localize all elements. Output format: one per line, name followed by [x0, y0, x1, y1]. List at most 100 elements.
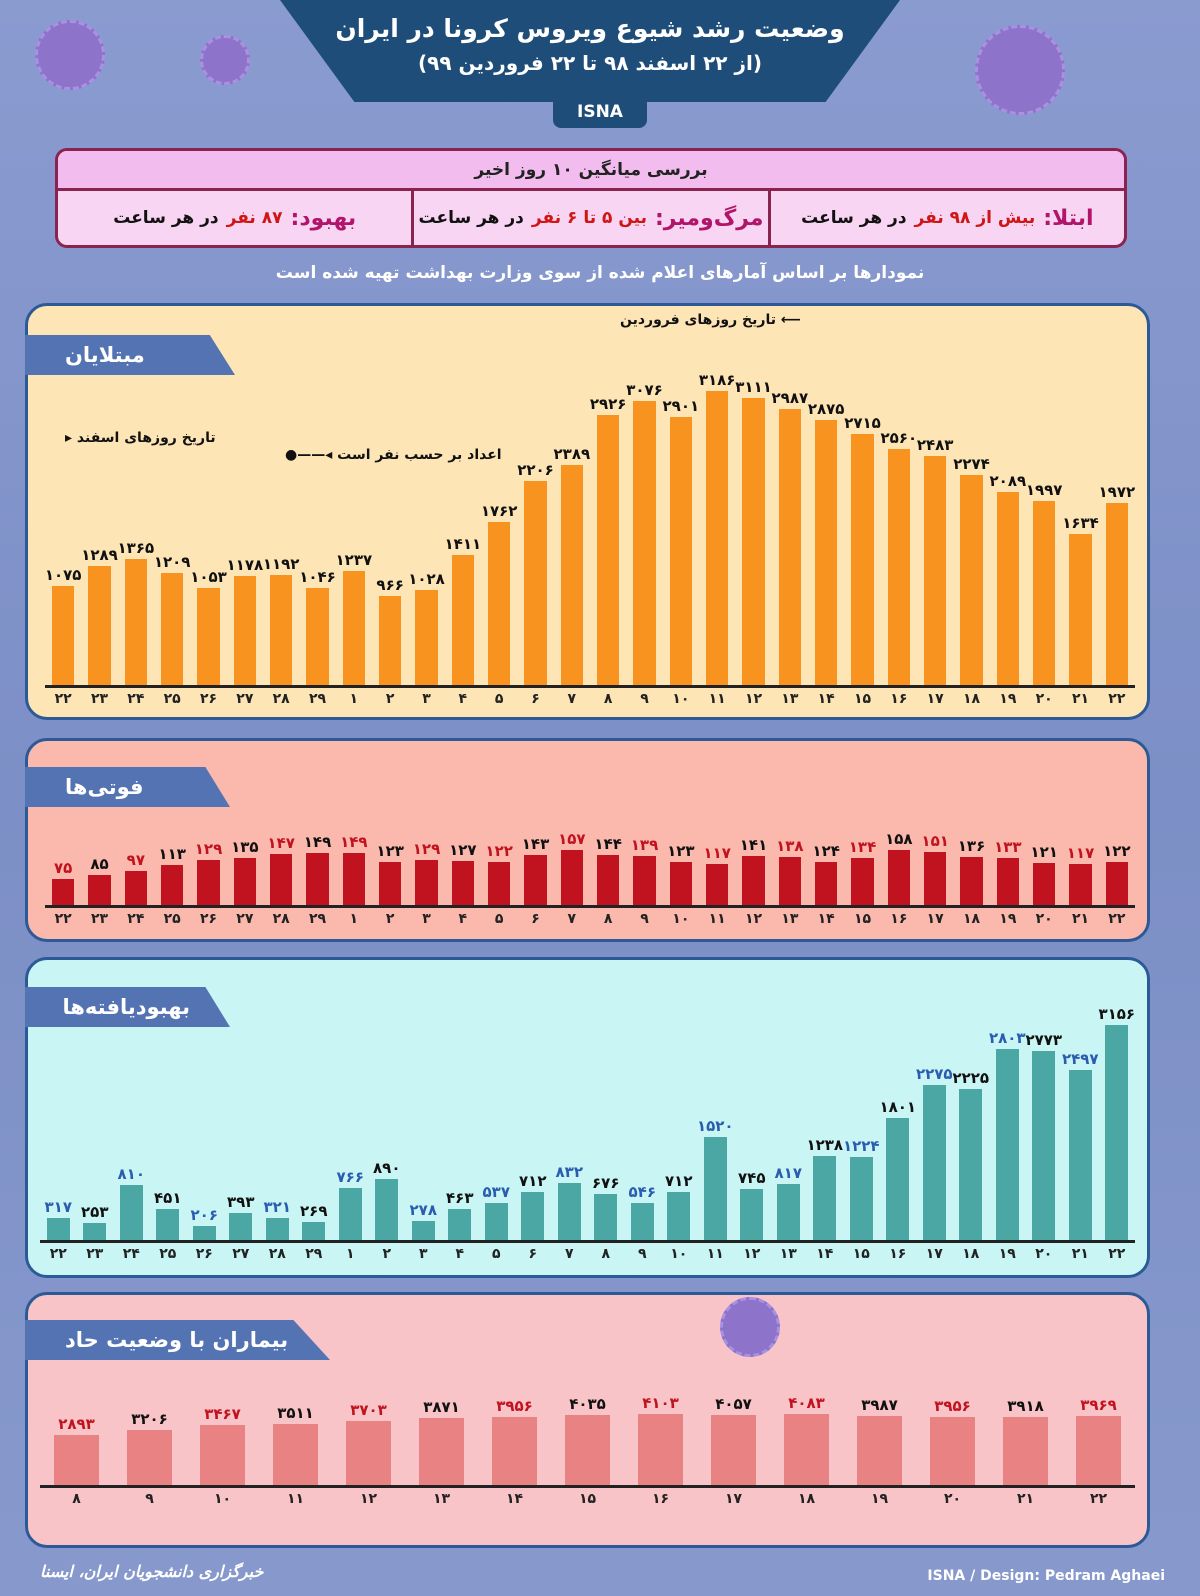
x-tick-label: ۱۸ [962, 911, 981, 927]
x-tick-label: ۱۰ [672, 691, 690, 707]
bar [415, 590, 438, 685]
x-axis [40, 1485, 1135, 1488]
data-label: ۸۱۷ [774, 1164, 802, 1183]
bar [524, 854, 547, 905]
source-note: نمودارها بر اساس آمارهای اعلام شده از سو… [275, 263, 925, 283]
x-tick-label: ۱۱ [708, 911, 726, 927]
bar [51, 585, 75, 685]
data-label: ۱۷۶۲ [480, 502, 518, 521]
bar [633, 856, 656, 905]
data-label: ۱۱۳ [158, 845, 186, 864]
bar [960, 857, 983, 905]
bar [996, 858, 1020, 905]
data-label: ۴۶۳ [446, 1188, 474, 1207]
data-label: ۱۲۷ [449, 840, 477, 859]
x-tick-label: ۱۳ [781, 911, 799, 927]
x-tick-label: ۲۱ [1071, 691, 1090, 707]
bar [1069, 864, 1092, 905]
bar [302, 1221, 326, 1240]
data-label: ۱۲۲۴ [842, 1136, 880, 1155]
bar [124, 559, 148, 685]
summary-deaths: مرگ‌ومیر: بین ۵ تا ۶ نفر در هر ساعت [411, 191, 767, 245]
bar [851, 434, 874, 685]
x-tick-label: ۲ [382, 1246, 392, 1262]
data-label: ۳۹۱۸ [1007, 1397, 1044, 1416]
x-tick-label: ۲۷ [236, 911, 254, 927]
data-label: ۴۵۱ [154, 1189, 182, 1208]
bar [192, 1226, 216, 1240]
page-title: وضعیت رشد شیوع ویروس کرونا در ایران [335, 14, 845, 43]
bar [960, 475, 983, 685]
x-tick-label: ۲۶ [199, 911, 218, 927]
data-label: ۲۷۸ [409, 1201, 437, 1220]
bar [669, 417, 693, 685]
x-tick-label: ۲۴ [127, 691, 145, 707]
x-tick-label: ۸ [603, 911, 613, 927]
bar [886, 1117, 910, 1240]
bar [783, 1414, 830, 1485]
data-label: ۱۴۷ [267, 833, 295, 852]
deaths-chart: ۷۵ ۲۲ ۸۵ ۲۳ ۹۷ ۲۴ ۱۱۳ ۲۵ ۱۲۹ ۲۶ ۱۳۵ ۲۷ ۱۴۷ ۲۸ ۱۴۹ ۲۹ ۱۴۹… [45, 820, 1135, 927]
data-label: ۱۲۲ [1103, 842, 1131, 861]
x-tick-label: ۱۱ [708, 691, 726, 707]
x-tick-label: ۲۳ [86, 1246, 104, 1262]
data-label: ۳۰۷۶ [626, 381, 663, 400]
data-label: ۲۹۰۱ [662, 397, 700, 416]
data-label: ۲۷۷۳ [1025, 1031, 1063, 1050]
x-axis [45, 685, 1135, 688]
data-label: ۲۵۳ [81, 1202, 109, 1221]
data-label: ۲۲۷۴ [953, 455, 990, 474]
data-label: ۹۶۶ [376, 575, 404, 594]
x-tick-label: ۵ [494, 691, 504, 707]
bar [922, 1085, 946, 1240]
x-tick-label: ۱۶ [651, 1491, 670, 1507]
bar [269, 853, 293, 905]
x-tick-label: ۵ [491, 1246, 501, 1262]
bar [451, 860, 475, 905]
bar [378, 595, 402, 685]
bar [887, 448, 911, 685]
bar [124, 871, 148, 905]
data-label: ۳۱۵۶ [1098, 1005, 1136, 1024]
data-label: ۴۰۵۷ [715, 1394, 752, 1413]
x-tick-label: ۲۲ [49, 1246, 67, 1262]
critical-chart: ۲۸۹۳ ۸ ۳۲۰۶ ۹ ۳۴۶۷ ۱۰ ۳۵۱۱ ۱۱ ۳۷۰۳ ۱۲ ۳۸۷۱ ۱۳ ۳۹۵۶ ۱۴… [40, 1380, 1135, 1507]
bar [959, 1088, 983, 1240]
x-tick-label: ۱۳ [432, 1491, 451, 1507]
bar [778, 856, 802, 905]
x-tick-label: ۲۳ [90, 691, 109, 707]
data-label: ۲۲۰۶ [517, 461, 554, 480]
x-tick-label: ۹ [145, 1491, 154, 1507]
bar [887, 849, 911, 905]
data-label: ۱۶۳۴ [1062, 514, 1099, 533]
data-label: ۱۱۷۸ [226, 556, 264, 575]
x-tick-label: ۲۶ [195, 1246, 213, 1262]
bar [560, 464, 584, 685]
x-tick-label: ۲۲ [1108, 911, 1126, 927]
data-label: ۳۲۰۶ [131, 1409, 168, 1428]
x-tick-label: ۲۲ [1108, 1246, 1126, 1262]
data-label: ۱۹۷۲ [1098, 483, 1136, 501]
data-label: ۲۴۹۷ [1061, 1050, 1099, 1069]
bar [630, 1202, 654, 1240]
x-tick-label: ۱۹ [999, 691, 1017, 707]
x-tick-label: ۲۹ [308, 691, 327, 707]
x-tick-label: ۱۵ [853, 691, 872, 707]
bar [929, 1416, 976, 1485]
data-label: ۱۴۹ [340, 832, 368, 851]
x-tick-label: ۹ [640, 691, 649, 707]
page-subtitle: (از ۲۲ اسفند ۹۸ تا ۲۲ فروردین ۹۹) [417, 51, 762, 75]
data-label: ۲۳۸۹ [553, 444, 591, 463]
data-label: ۱۲۰۹ [153, 553, 191, 572]
x-tick-label: ۱۳ [781, 691, 799, 707]
data-label: ۷۵ [54, 858, 73, 877]
x-tick-label: ۸ [601, 1246, 611, 1262]
data-label: ۲۸۰۳ [988, 1029, 1026, 1048]
x-tick-label: ۲۷ [236, 691, 254, 707]
bar [119, 1184, 143, 1240]
data-label: ۳۱۷ [44, 1198, 72, 1217]
data-label: ۳۹۸۷ [861, 1396, 898, 1415]
bar [484, 1203, 508, 1240]
x-tick-label: ۱ [349, 911, 359, 927]
bar [849, 1156, 873, 1240]
